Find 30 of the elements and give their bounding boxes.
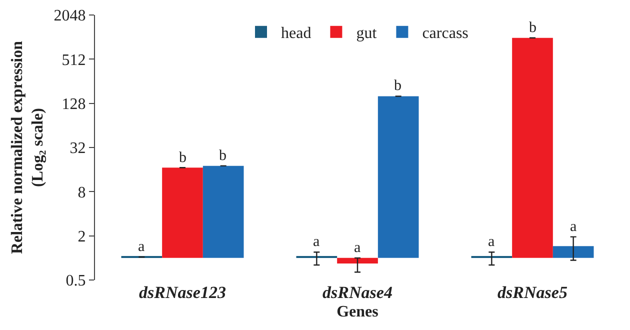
y-tick-label: 512 (62, 52, 86, 69)
legend-label: head (281, 25, 312, 42)
x-tick-label: dsRNase4 (322, 283, 392, 302)
y-tick-label: 0.5 (66, 272, 86, 290)
x-axis-title: Genes (336, 304, 378, 321)
data-label: b (529, 20, 536, 36)
bar (337, 258, 378, 264)
bar (552, 246, 594, 258)
bar (162, 168, 203, 258)
y-tick-label: 32 (70, 140, 86, 158)
y-axis-title: Relative normalized expression (Log₂ scale) (8, 40, 47, 254)
data-label: a (354, 240, 361, 256)
y-tick-label: 8 (78, 184, 86, 202)
y-tick-label: 2 (78, 228, 86, 246)
data-label: a (313, 234, 320, 250)
data-label: b (179, 150, 186, 166)
y-tick-label: 128 (62, 96, 86, 113)
data-label: a (488, 234, 495, 250)
data-label: a (138, 239, 145, 255)
x-tick-label: dsRNase123 (139, 283, 226, 302)
bar (202, 166, 244, 258)
bar (378, 96, 419, 258)
x-tick-label: dsRNase5 (498, 283, 568, 302)
data-label: b (394, 78, 402, 94)
y-tick-label: 2048 (54, 8, 86, 25)
data-label: a (570, 219, 577, 235)
data-label: b (219, 148, 226, 164)
legend-label: carcass (422, 25, 468, 42)
bar (512, 38, 553, 258)
legend-label: gut (356, 25, 378, 42)
